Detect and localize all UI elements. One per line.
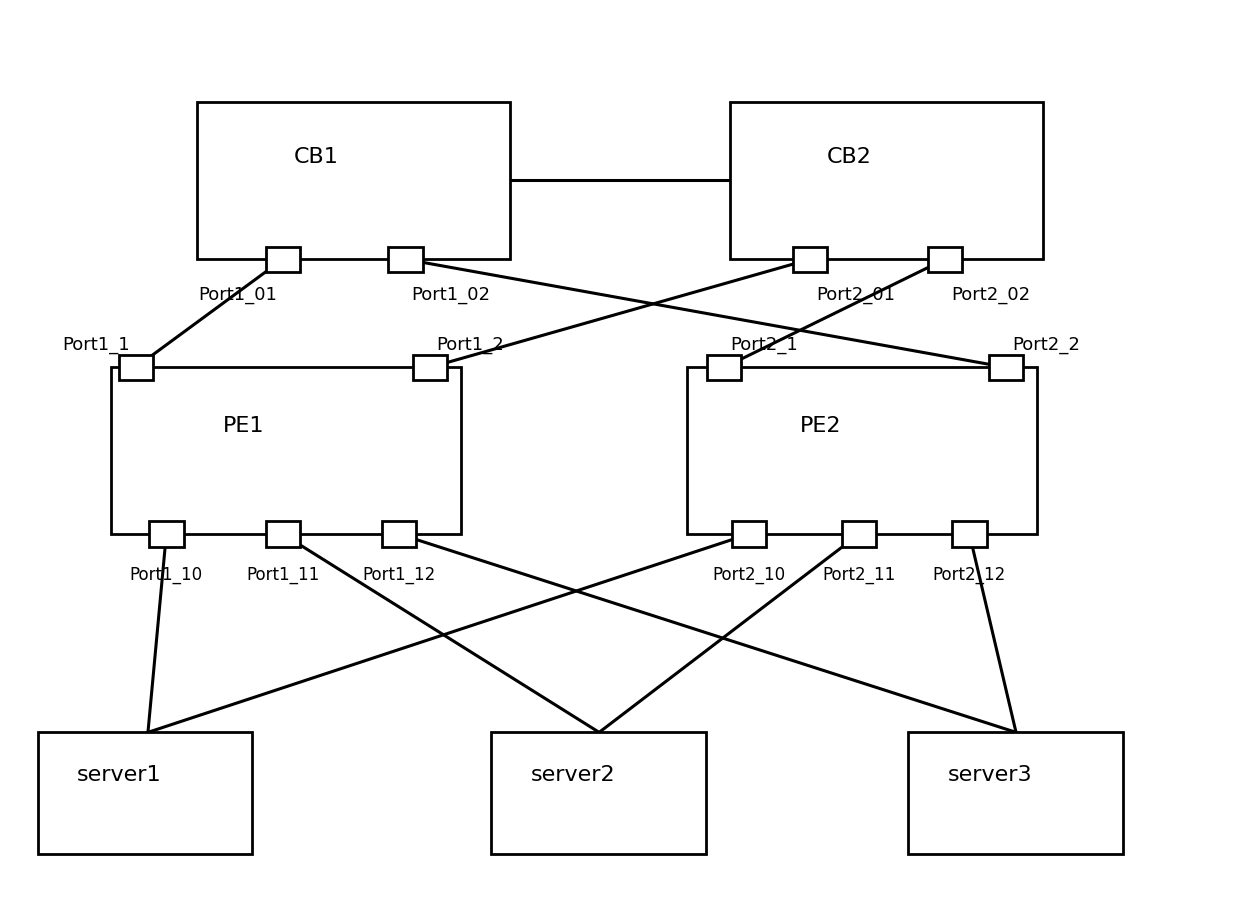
Text: PE1: PE1	[223, 415, 264, 436]
Text: Port2_11: Port2_11	[822, 565, 895, 584]
Text: Port2_10: Port2_10	[712, 565, 785, 584]
Text: Port2_12: Port2_12	[932, 565, 1006, 584]
Bar	[149, 522, 184, 546]
Text: Port1_10: Port1_10	[130, 565, 203, 584]
Bar	[491, 732, 706, 854]
Text: Port1_01: Port1_01	[198, 286, 277, 305]
Text: Port2_1: Port2_1	[730, 336, 799, 354]
Text: Port2_2: Port2_2	[1012, 336, 1080, 354]
Bar	[707, 355, 742, 380]
Bar	[842, 522, 877, 546]
Text: Port2_02: Port2_02	[951, 286, 1030, 305]
Text: Port1_11: Port1_11	[247, 565, 320, 584]
Text: server3: server3	[947, 765, 1032, 785]
Text: server2: server2	[531, 765, 615, 785]
Bar	[730, 102, 1043, 259]
Bar	[792, 247, 827, 272]
Bar	[732, 522, 766, 546]
Bar	[112, 368, 460, 534]
Text: Port1_02: Port1_02	[412, 286, 491, 305]
Bar	[952, 522, 987, 546]
Bar	[388, 247, 423, 272]
Bar	[382, 522, 417, 546]
Bar	[37, 732, 252, 854]
Bar	[908, 732, 1122, 854]
Text: PE2: PE2	[800, 415, 841, 436]
Bar	[413, 355, 448, 380]
Bar	[265, 522, 300, 546]
Text: Port1_1: Port1_1	[62, 336, 129, 354]
Text: Port1_2: Port1_2	[436, 336, 503, 354]
Bar	[119, 355, 153, 380]
Bar	[197, 102, 510, 259]
Bar	[990, 355, 1023, 380]
Bar	[687, 368, 1037, 534]
Text: Port1_12: Port1_12	[362, 565, 436, 584]
Text: Port2_01: Port2_01	[816, 286, 895, 305]
Text: CB2: CB2	[827, 146, 872, 167]
Text: server1: server1	[77, 765, 161, 785]
Text: CB1: CB1	[294, 146, 339, 167]
Bar	[265, 247, 300, 272]
Bar	[928, 247, 962, 272]
